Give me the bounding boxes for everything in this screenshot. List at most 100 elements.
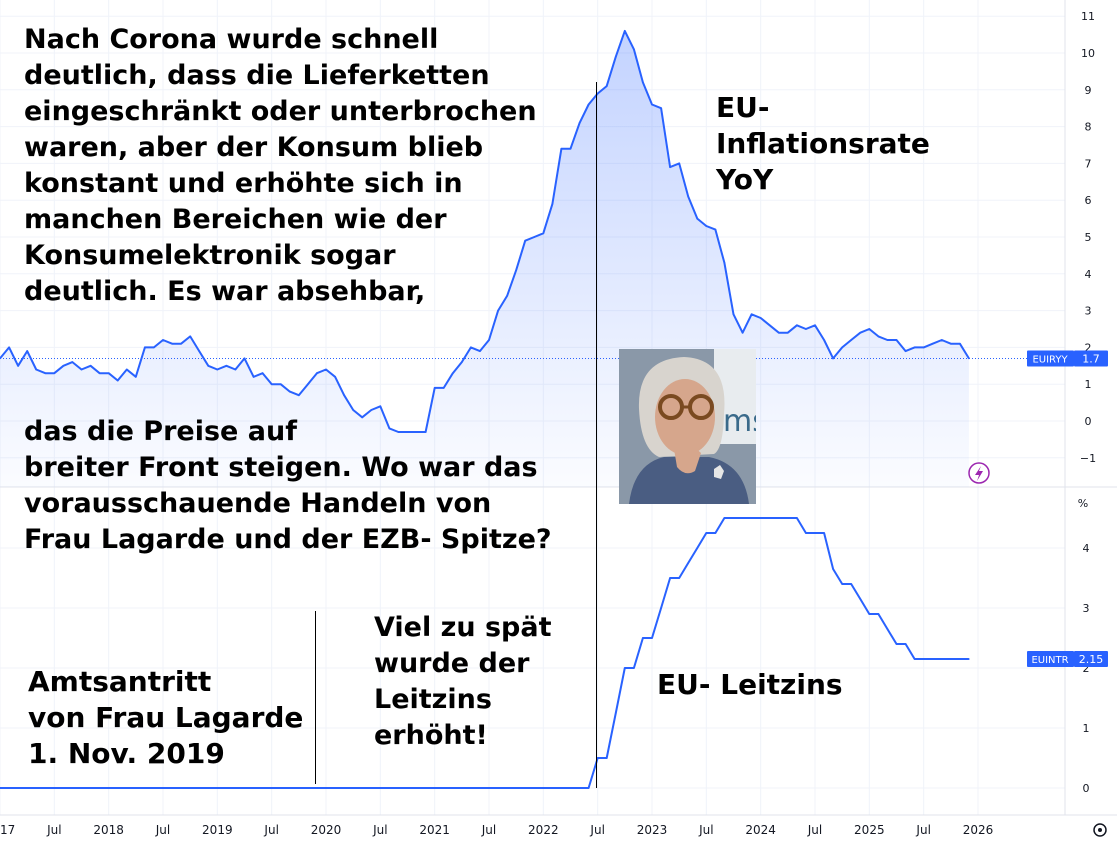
y-tick-label: 3 (1083, 602, 1090, 615)
rate-point (877, 613, 880, 615)
rate-point (968, 658, 970, 660)
inflation-point (44, 372, 47, 375)
inflation-point (98, 372, 101, 375)
inflation-point (922, 346, 925, 349)
inflation-point (750, 313, 753, 316)
inflation-point (189, 335, 191, 338)
icons (968, 462, 1107, 837)
rate-point (0, 787, 1, 789)
rate-point (678, 577, 680, 579)
inflation-point (524, 239, 526, 242)
y-tick-label: 2 (1085, 341, 1092, 354)
inflation-point (307, 383, 309, 386)
rate-point (805, 532, 807, 534)
x-tick-label: 2024 (745, 823, 776, 837)
inflation-point (732, 313, 735, 316)
inflation-point (823, 339, 825, 341)
inflation-point (551, 203, 554, 205)
inflation-badge-value-box (1074, 350, 1108, 367)
rate-point (696, 547, 699, 549)
inflation-point (759, 317, 762, 319)
y-tick-label: 10 (1081, 47, 1095, 60)
y-tick-label: 5 (1085, 231, 1092, 244)
inflation-point (687, 195, 689, 198)
rate-point (895, 643, 898, 645)
rate-point (687, 562, 689, 564)
inflation-point (624, 30, 626, 32)
rate-point (596, 757, 599, 759)
inflation-point (8, 346, 10, 349)
inflation-point (89, 365, 92, 367)
rate-point (587, 787, 590, 789)
x-tick-label: Jul (46, 823, 61, 837)
inflation-point (768, 324, 771, 327)
x-tick-label: Jul (807, 823, 822, 837)
x-tick-label: Jul (698, 823, 713, 837)
inflation-point (895, 339, 898, 341)
y-unit-label: % (1078, 497, 1088, 510)
y-tick-label: 3 (1085, 305, 1092, 318)
inflation-point (397, 431, 400, 433)
x-tick-label: 2019 (202, 823, 233, 837)
y-tick-label: 4 (1085, 268, 1092, 281)
x-tick-label: Jul (589, 823, 604, 837)
inflation-point (913, 346, 916, 349)
rate-point (605, 757, 608, 759)
inflation-line (0, 29, 970, 433)
x-tick-label: 2026 (963, 823, 994, 837)
inflation-point (325, 368, 327, 371)
inflation-point (234, 368, 237, 371)
inflation-point (415, 431, 418, 433)
inflation-point (298, 394, 300, 397)
inflation-point (352, 409, 355, 411)
inflation-point (633, 48, 635, 51)
inflation-point (931, 342, 934, 345)
inflation-point (62, 365, 65, 367)
inflation-badge-name: EUIRYY (1032, 354, 1068, 365)
inflation-point (370, 409, 373, 411)
portrait-photo: ms (619, 349, 756, 504)
rate-point (651, 637, 653, 639)
inflation-point (741, 331, 744, 334)
rate-point (913, 658, 916, 660)
y-tick-label: 2 (1083, 662, 1090, 675)
inflation-point (442, 387, 445, 389)
annotation-corona-text: Nach Corona wurde schnell deutlich, dass… (24, 24, 537, 307)
inflation-point (950, 342, 952, 345)
inflation-point (642, 81, 644, 84)
inflation-point (542, 232, 545, 235)
inflation-point (461, 361, 463, 363)
inflation-point (868, 328, 871, 330)
inflation-point (252, 376, 255, 378)
inflation-point (289, 390, 291, 393)
rate-point (850, 583, 852, 585)
marker-line-amtsantritt (315, 611, 316, 784)
inflation-point (605, 85, 608, 87)
y-tick-label: 9 (1085, 84, 1092, 97)
rate-point (841, 583, 843, 585)
inflation-point (162, 339, 164, 341)
x-tick-label: Jul (481, 823, 496, 837)
x-tick-label: 2017 (0, 823, 15, 837)
x-tick-label: 2023 (637, 823, 668, 837)
inflation-point (778, 331, 780, 334)
inflation-point (379, 405, 382, 408)
inflation-point (533, 236, 536, 238)
x-tick-label: 2018 (93, 823, 124, 837)
x-tick-label: Jul (263, 823, 278, 837)
annotation-too-late: Viel zu spät wurde der Leitzins erhöht! (374, 612, 552, 751)
annotation-inflation-label: EU- Inflationsrate YoY (716, 91, 930, 196)
inflation-point (71, 361, 74, 363)
rate-point (823, 532, 825, 534)
inflation-point (53, 372, 56, 375)
inflation-point (126, 368, 128, 371)
inflation-point (107, 372, 110, 375)
inflation-badge-value: 1.7 (1082, 352, 1100, 365)
inflation-point (488, 339, 490, 341)
inflation-point (832, 357, 834, 360)
x-tick-label: 2021 (419, 823, 450, 837)
x-tick-label: Jul (372, 823, 387, 837)
annotation-amtsantritt: Amtsantritt von Frau Lagarde 1. Nov. 201… (28, 665, 304, 770)
rate-point (904, 643, 907, 645)
